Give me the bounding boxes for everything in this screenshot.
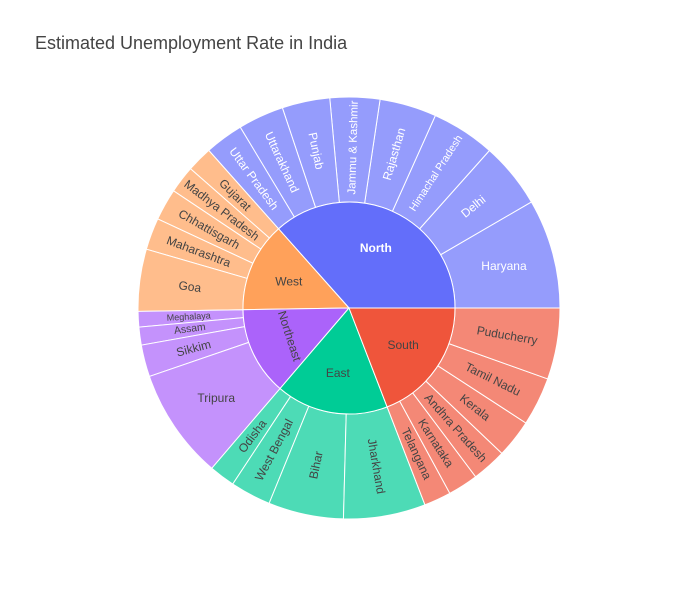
- state-label-assam: Assam: [173, 322, 206, 337]
- region-label-east: East: [326, 366, 351, 380]
- state-label-goa: Goa: [178, 278, 203, 295]
- region-segment-west[interactable]: [242, 228, 351, 311]
- chart-title: Estimated Unemployment Rate in India: [35, 33, 348, 53]
- state-label-bihar: Bihar: [306, 450, 325, 480]
- region-segment-north[interactable]: [277, 201, 456, 309]
- region-label-north: North: [360, 241, 392, 255]
- region-label-west: West: [275, 275, 303, 289]
- region-ring: [242, 201, 456, 415]
- state-label-tripura: Tripura: [197, 391, 235, 405]
- state-label-meghalaya: Meghalaya: [166, 310, 211, 322]
- state-label-jammu-and-kashmir: Jammu & Kashmir: [346, 100, 361, 194]
- region-segment-east[interactable]: [279, 307, 388, 415]
- region-segment-south[interactable]: [348, 307, 456, 408]
- state-label-haryana: Haryana: [481, 259, 527, 273]
- region-label-south: South: [388, 338, 419, 352]
- region-segment-northeast[interactable]: [242, 307, 351, 390]
